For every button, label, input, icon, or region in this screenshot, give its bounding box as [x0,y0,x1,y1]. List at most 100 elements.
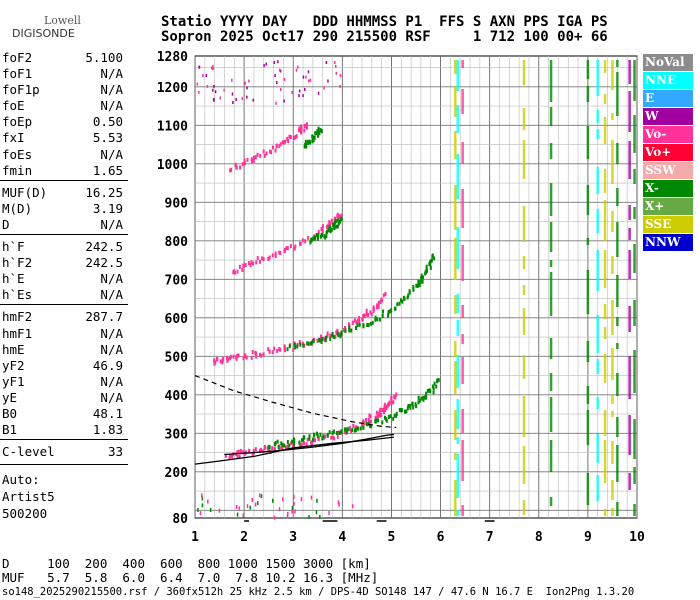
echo-trace-point [219,359,222,364]
echo-trace-point [398,407,401,412]
echo-trace-point [408,289,411,294]
echo-trace-point [331,431,334,436]
echo-trace-point [252,155,255,160]
virtual-height-curve [224,433,394,456]
echo-trace-point [336,434,339,439]
echo-trace-point [421,275,424,280]
noise-dot [297,65,299,69]
distance-row: D 100 200 400 600 800 1000 1500 3000 [km… [2,556,371,571]
noise-dot [302,94,304,98]
echo-trace-point [249,263,252,268]
echo-trace-point [381,408,384,413]
echo-trace-point [310,440,313,445]
echo-trace-point [393,306,396,311]
echo-trace-point [377,412,380,417]
echo-trace-point [362,425,365,430]
echo-trace-point [289,244,292,249]
echo-trace-point [262,257,265,262]
y-tick-label: 500 [165,350,189,365]
echo-trace-point [321,224,324,229]
echo-trace-point [320,129,323,134]
param-value: 48.1 [92,405,123,421]
noise-dot [286,514,289,519]
echo-trace-point [280,441,283,446]
echo-trace-point [234,162,237,167]
echo-trace-point [319,127,322,132]
echo-trace-point [385,406,388,411]
echo-trace-point [247,261,250,266]
noise-dot [351,504,354,509]
echo-trace-point [382,407,385,412]
noise-dot [246,86,248,90]
echo-trace-point [302,343,305,348]
echo-trace-point [328,227,331,232]
noise-dot [308,514,310,519]
param-label: hmF1 [2,325,33,341]
echo-trace-point [328,430,331,435]
echo-trace-point [332,334,335,339]
echo-trace-point [320,334,323,339]
echo-trace-point [379,407,382,412]
echo-trace-point [276,348,279,353]
echo-trace-point [411,401,414,406]
echo-trace-point [299,126,302,131]
noise-dot [275,101,277,105]
param-row-fxi: fxI 5.53 [0,130,128,146]
echo-trace-point [259,448,262,453]
echo-trace-point [295,134,298,139]
echo-trace-point [351,427,354,432]
noise-dot [263,64,265,68]
echo-trace-point [267,256,270,261]
echo-trace-point [279,142,282,147]
echo-trace-point [425,264,428,269]
noise-dot [275,81,278,85]
y-tick-label: 1100 [157,119,188,134]
echo-trace-point [306,437,309,442]
param-label: fmin [2,162,33,178]
echo-trace-point [321,227,324,232]
auto-line1: Auto: [2,472,40,488]
echo-trace-point [317,233,320,238]
echo-trace-point [236,454,239,459]
echo-trace-point [428,261,431,266]
echo-trace-point [294,345,297,350]
echo-trace-point [235,356,238,361]
echo-trace-point [270,150,273,155]
noise-dot [207,499,209,504]
noise-dot [334,64,337,68]
echo-trace-point [328,219,331,224]
legend-item-e: E [643,90,693,107]
echo-trace-point [281,446,284,451]
echo-trace-point [337,213,340,218]
param-value: 0.50 [92,114,123,130]
y-tick-label: 400 [165,389,189,404]
echo-trace-point [293,246,296,251]
echo-trace-point [313,433,316,438]
noise-dot [201,503,204,508]
param-row-fof1p: foF1p N/A [0,82,128,98]
echo-trace-point [317,436,320,441]
echo-trace-point [362,322,365,327]
echo-trace-point [314,438,317,443]
noise-dot [196,82,199,86]
echo-trace-point [307,235,310,240]
echo-trace-point [250,159,253,164]
echo-trace-point [412,285,415,290]
param-row-hme: hmE N/A [0,342,128,358]
echo-trace-point [286,347,289,352]
echo-trace-point [394,395,397,400]
noise-dot [302,75,305,79]
echo-trace-point [359,426,362,431]
echo-trace-point [284,139,287,144]
echo-trace-point [273,447,276,452]
echo-trace-point [299,242,302,247]
param-value: 46.9 [92,357,123,373]
echo-trace-point [237,449,240,454]
legend-item-x: X- [643,180,693,197]
param-row-md: M(D) 3.19 [0,201,128,217]
param-row-hf: h`F 242.5 [0,239,128,255]
echo-trace-point [294,244,297,249]
y-tick-label: 800 [165,235,189,250]
echo-trace-point [259,153,262,158]
echo-trace-point [363,421,366,426]
